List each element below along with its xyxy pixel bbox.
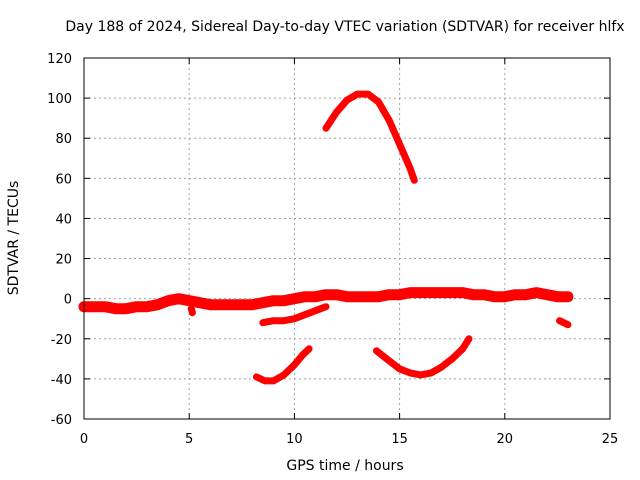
series-short-segment-near-5-h — [187, 305, 196, 317]
series-arc-near-13-h — [322, 90, 418, 184]
series-lower-arc-8-10-5-h — [253, 345, 313, 385]
grid-lines — [84, 58, 610, 419]
x-tick-label: 0 — [80, 432, 88, 447]
series-short-segment-near-23-h — [556, 317, 572, 329]
x-axis-label: GPS time / hours — [286, 458, 403, 474]
y-axis-label: SDTVAR / TECUs — [6, 181, 22, 296]
x-tick-label: 25 — [602, 432, 619, 447]
y-tick-label: 60 — [55, 172, 72, 187]
chart-title: Day 188 of 2024, Sidereal Day-to-day VTE… — [65, 19, 624, 35]
axis-ticks: 0 5 10 15 20 25 -60 -40 -20 0 20 40 60 80 100 120 — [47, 52, 618, 447]
y-tick-label: 0 — [64, 293, 72, 308]
series-near-zero-band — [78, 287, 574, 315]
data-series — [78, 90, 574, 385]
x-tick-label: 15 — [391, 432, 408, 447]
y-tick-label: 80 — [55, 132, 72, 147]
x-tick-label: 10 — [286, 432, 303, 447]
x-tick-label: 20 — [497, 432, 514, 447]
y-tick-label: 40 — [55, 212, 72, 227]
y-tick-label: 120 — [47, 52, 72, 67]
x-tick-label: 5 — [185, 432, 193, 447]
y-tick-label: 100 — [47, 92, 72, 107]
series-lower-arc-14-18-h — [373, 335, 473, 379]
plot-frame — [83, 57, 611, 420]
y-tick-label: -40 — [51, 373, 72, 388]
series-segment-8-5-11-5-h — [259, 303, 330, 327]
y-tick-label: -20 — [51, 333, 72, 348]
y-tick-label: -60 — [51, 413, 72, 428]
y-tick-label: 20 — [55, 253, 72, 268]
